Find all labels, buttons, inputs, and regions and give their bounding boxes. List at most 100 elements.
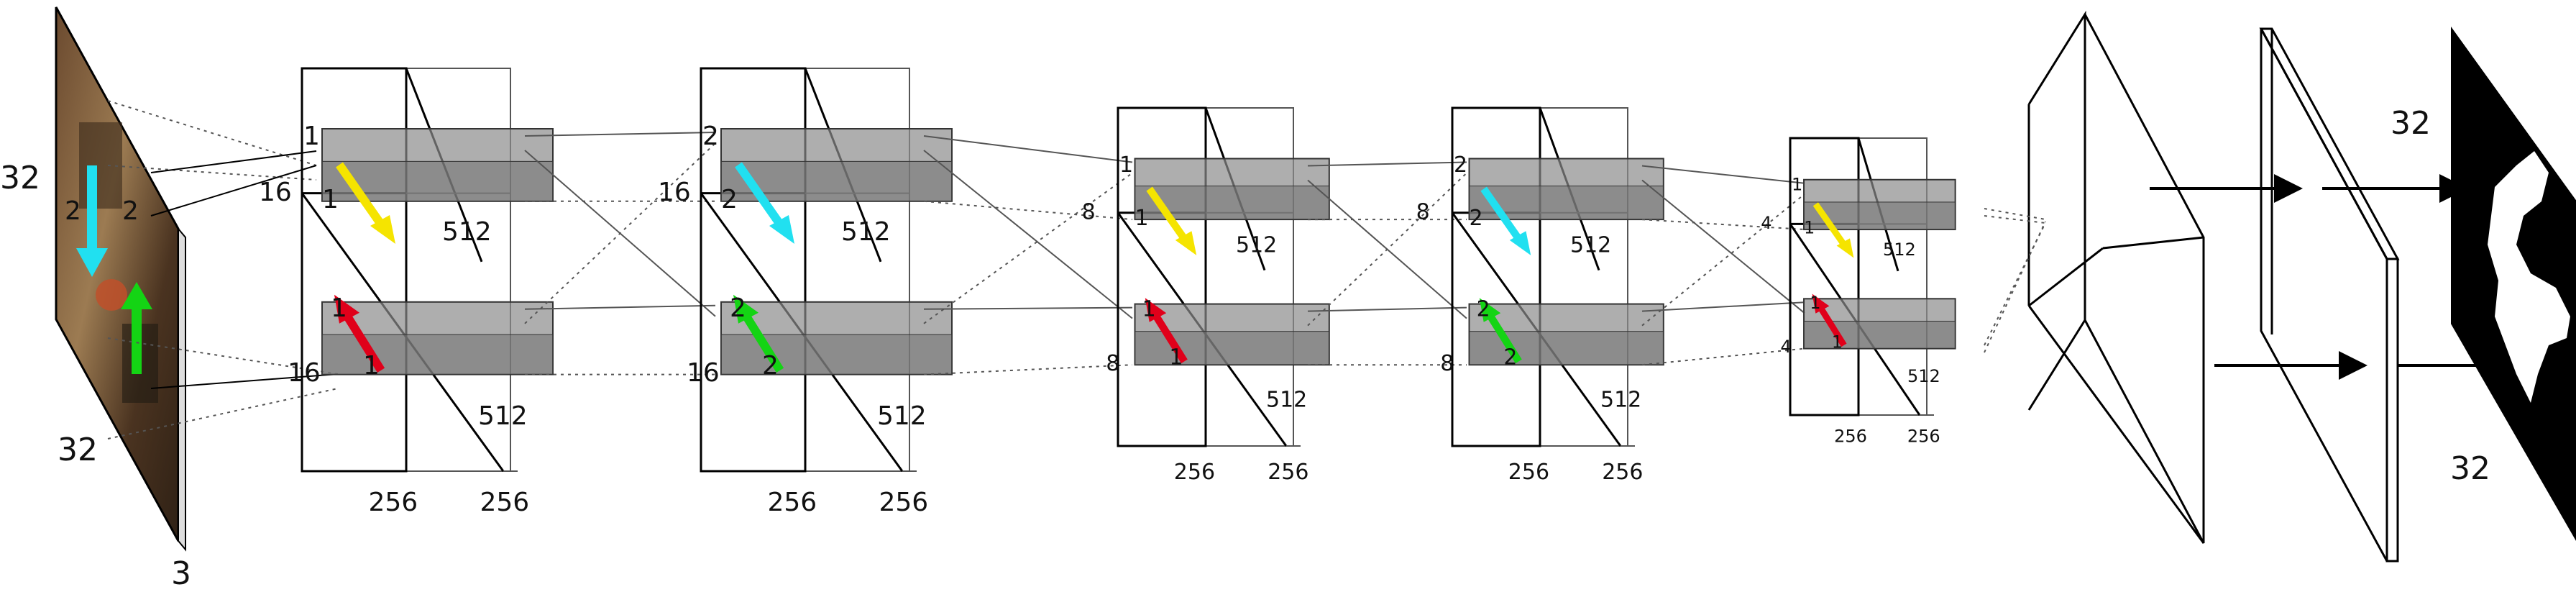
depth-label-top: 512 (1883, 240, 1916, 260)
connection-line (1641, 347, 1805, 366)
output-top-label: 32 (2391, 105, 2431, 142)
fc-layer (2150, 27, 2400, 563)
connection-line (923, 200, 1133, 221)
width-label-b: 256 (1907, 426, 1940, 446)
input-kernel-label-a: 2 (65, 196, 81, 226)
connection-line (524, 132, 716, 137)
yellow-arrow-icon (1812, 202, 1849, 250)
output-bottom-label: 32 (2450, 450, 2490, 487)
input-depth-label: 3 (171, 555, 191, 592)
green-arrowhead-icon (121, 282, 152, 309)
width-label-a: 256 (1834, 426, 1867, 446)
depth-label-top: 512 (1236, 233, 1277, 258)
connections-between-blocks (923, 135, 1133, 375)
green-arrowhead-icon (1479, 298, 1501, 322)
kernel-label-top: 1 (303, 122, 320, 151)
yellow-arrow-icon (1146, 186, 1191, 246)
depth-label-top: 512 (1570, 233, 1611, 258)
kernel-label-top-2: 2 (1470, 206, 1483, 231)
cyan-arrow-icon (735, 162, 787, 232)
connection-line (1307, 161, 1467, 167)
input-bottom-label: 32 (58, 432, 98, 468)
red-arrowhead-icon (334, 294, 359, 324)
kernel-label-top-2: 1 (1804, 218, 1815, 238)
connections-between-blocks (524, 132, 716, 375)
connection-line (524, 142, 716, 324)
spatial-label-top: 16 (259, 178, 292, 207)
red-arrow-icon (341, 310, 385, 373)
green-arrowhead-icon (733, 294, 758, 324)
connections-input-block1 (107, 100, 339, 440)
image-detail (96, 279, 127, 311)
kernel-label-bottom-2: 2 (762, 351, 779, 381)
connection-line (1641, 193, 1805, 327)
connection-line (1641, 179, 1805, 314)
spatial-label-bottom: 4 (1780, 337, 1791, 357)
cyan-arrowhead-icon (76, 248, 108, 277)
block-front-frame (1451, 106, 1541, 447)
kernel-label-top: 1 (1119, 152, 1133, 178)
image-detail (79, 122, 122, 209)
feature-slab-bottom-shade (321, 334, 554, 375)
connection-line (1307, 306, 1467, 312)
spatial-label-bottom: 16 (288, 358, 321, 388)
kernel-label-bottom: 2 (730, 293, 746, 323)
yellow-arrowhead-icon (370, 215, 395, 244)
input-side-label: 32 (0, 160, 40, 196)
depth-label-bottom: 512 (1907, 366, 1940, 386)
connections-between-blocks (1641, 165, 1805, 366)
flatten-plane-edge (2027, 10, 2086, 411)
spatial-label-bottom: 16 (687, 358, 720, 388)
spatial-label-bottom: 8 (1440, 351, 1454, 376)
width-label-b: 256 (1268, 460, 1308, 485)
kernel-label-top-2: 1 (1135, 206, 1149, 231)
block-front-frame (301, 67, 408, 473)
depth-label-bottom: 512 (1600, 387, 1641, 412)
kernel-label-bottom-2: 1 (1832, 332, 1843, 352)
feature-slab-bottom-shade (1135, 331, 1330, 365)
spatial-label-bottom: 8 (1106, 351, 1119, 376)
connection-line (923, 172, 1133, 324)
kernel-label-top-2: 2 (721, 185, 738, 214)
flatten-plane (1984, 10, 2205, 544)
connection-line (923, 364, 1133, 375)
green-arrow-icon (1485, 311, 1522, 364)
block-front-frame (1117, 106, 1207, 447)
cyan-arrowhead-icon (769, 215, 794, 244)
width-label-a: 256 (1508, 460, 1549, 485)
kernel-label-bottom: 1 (331, 293, 347, 323)
depth-label-bottom: 512 (1266, 387, 1307, 412)
output-mask-foreground (2488, 151, 2570, 403)
depth-label-bottom: 512 (877, 401, 927, 431)
input-kernel-label-b: 2 (122, 196, 139, 226)
kernel-label-bottom: 1 (1142, 296, 1156, 322)
output-mask (2322, 26, 2576, 542)
connection-line (923, 306, 1133, 310)
input-image-volume (55, 6, 186, 552)
width-label-b: 256 (879, 488, 929, 517)
kernel-label-top-2: 1 (322, 185, 339, 214)
kernel-label-bottom-2: 1 (363, 351, 380, 381)
cyan-arrowhead-icon (1509, 231, 1531, 255)
connection-line (1641, 301, 1805, 312)
feature-slab-bottom-shade (1803, 320, 1956, 350)
depth-label-top: 512 (841, 217, 891, 247)
kernel-label-bottom-2: 1 (1169, 345, 1183, 370)
red-arrowhead-icon (1812, 293, 1830, 314)
kernel-label-top: 2 (1454, 152, 1467, 178)
width-label-a: 256 (1174, 460, 1215, 485)
width-label-b: 256 (1602, 460, 1643, 485)
width-label-a: 256 (369, 488, 418, 517)
width-label-b: 256 (480, 488, 530, 517)
block-front-frame (700, 67, 807, 473)
cyan-arrow-icon (1480, 186, 1525, 246)
kernel-label-bottom: 1 (1810, 293, 1820, 313)
depth-label-bottom: 512 (478, 401, 528, 431)
yellow-arrow-icon (336, 162, 388, 232)
green-arrow-icon (740, 310, 784, 373)
